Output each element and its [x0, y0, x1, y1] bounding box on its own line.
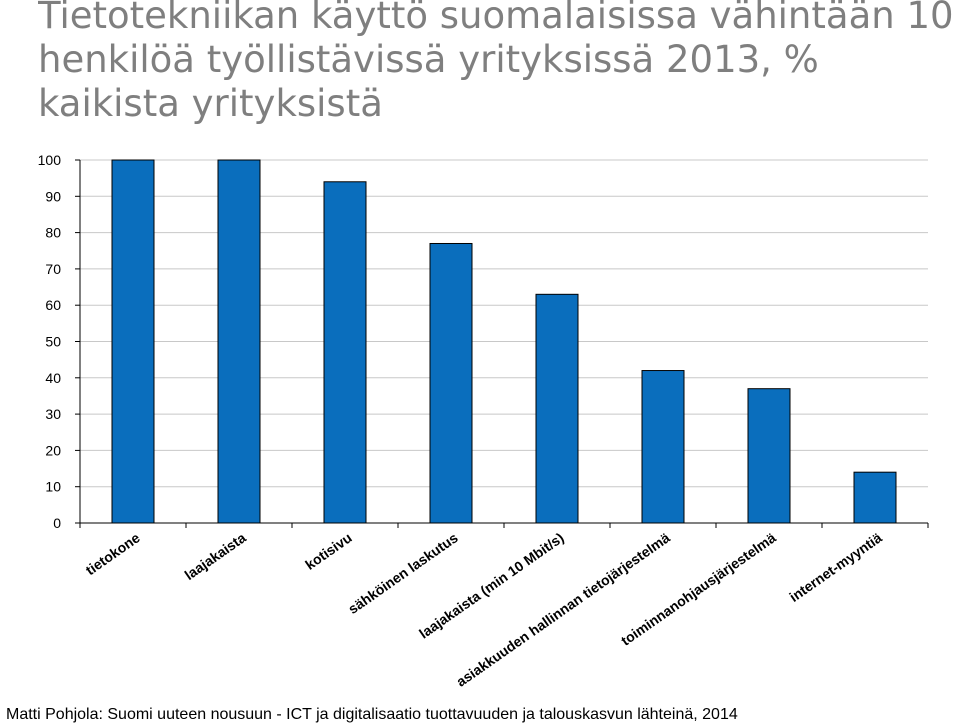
bar-7: [853, 471, 897, 524]
chart-title-line-3: kaikista yrityksistä: [38, 82, 383, 125]
y-tick-label: 60: [45, 297, 61, 313]
y-tick-label: 10: [45, 479, 61, 495]
chart-title-line-2: henkilöä työllistävissä yrityksissä 2013…: [38, 38, 819, 81]
source-footer: Matti Pohjola: Suomi uuteen nousuun - IC…: [6, 706, 738, 723]
bar-0: [111, 159, 155, 524]
bar-5: [641, 370, 685, 524]
x-tick-label: kotisivu: [302, 529, 355, 572]
bar-6: [747, 388, 791, 524]
y-tick-label: 70: [45, 261, 61, 277]
y-tick-label: 100: [38, 152, 62, 168]
chart-title: Tietotekniikan käyttö suomalaisissa vähi…: [38, 0, 958, 126]
x-tick-label: laajakaista: [182, 529, 249, 583]
x-tick-label: internet-myyntiä: [786, 529, 885, 605]
bar-4: [535, 293, 579, 524]
y-tick-label: 50: [45, 334, 61, 350]
bar-2: [323, 181, 367, 524]
y-tick-label: 40: [45, 370, 61, 386]
bar-3: [429, 242, 473, 524]
axes: [75, 159, 929, 528]
x-tick-label: tietokone: [83, 529, 143, 578]
bars: [111, 159, 897, 524]
y-tick-label: 80: [45, 225, 61, 241]
y-axis-tick-labels: 0 10 20 30 40 50 60 70 80 90 100: [38, 152, 62, 531]
x-tick-label: asiakkuuden hallinnan tietojärjestelmä: [453, 529, 673, 689]
y-tick-label: 20: [45, 442, 61, 458]
bar-1: [217, 159, 261, 524]
gridlines: [80, 159, 928, 488]
chart-title-line-1: Tietotekniikan käyttö suomalaisissa vähi…: [38, 0, 954, 37]
y-tick-label: 90: [45, 188, 61, 204]
y-tick-label: 0: [53, 515, 61, 531]
y-tick-label: 30: [45, 406, 61, 422]
x-tick-label: sähköinen laskutus: [345, 529, 461, 617]
